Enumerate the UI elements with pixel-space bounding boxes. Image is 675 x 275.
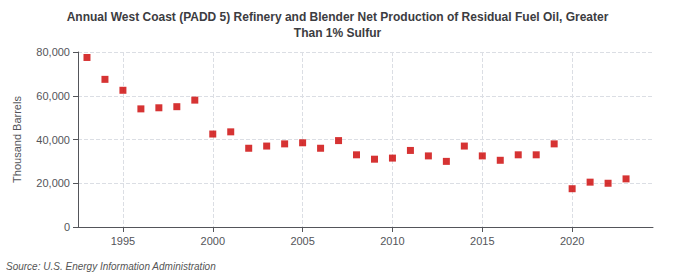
svg-text:2005: 2005 [290,235,314,247]
svg-text:0: 0 [64,221,70,233]
svg-text:Thousand Barrels: Thousand Barrels [11,96,23,183]
svg-text:2000: 2000 [201,235,225,247]
svg-text:Than 1% Sulfur: Than 1% Sulfur [294,26,382,40]
svg-text:Annual West Coast (PADD 5) Ref: Annual West Coast (PADD 5) Refinery and … [67,10,609,24]
svg-text:80,000: 80,000 [36,46,70,58]
svg-text:60,000: 60,000 [36,90,70,102]
svg-text:20,000: 20,000 [36,177,70,189]
svg-text:Source: U.S. Energy Informatio: Source: U.S. Energy Information Administ… [6,261,216,272]
svg-text:2010: 2010 [380,235,404,247]
svg-text:40,000: 40,000 [36,134,70,146]
svg-text:1995: 1995 [111,235,135,247]
svg-text:2020: 2020 [560,235,584,247]
svg-text:2015: 2015 [470,235,494,247]
